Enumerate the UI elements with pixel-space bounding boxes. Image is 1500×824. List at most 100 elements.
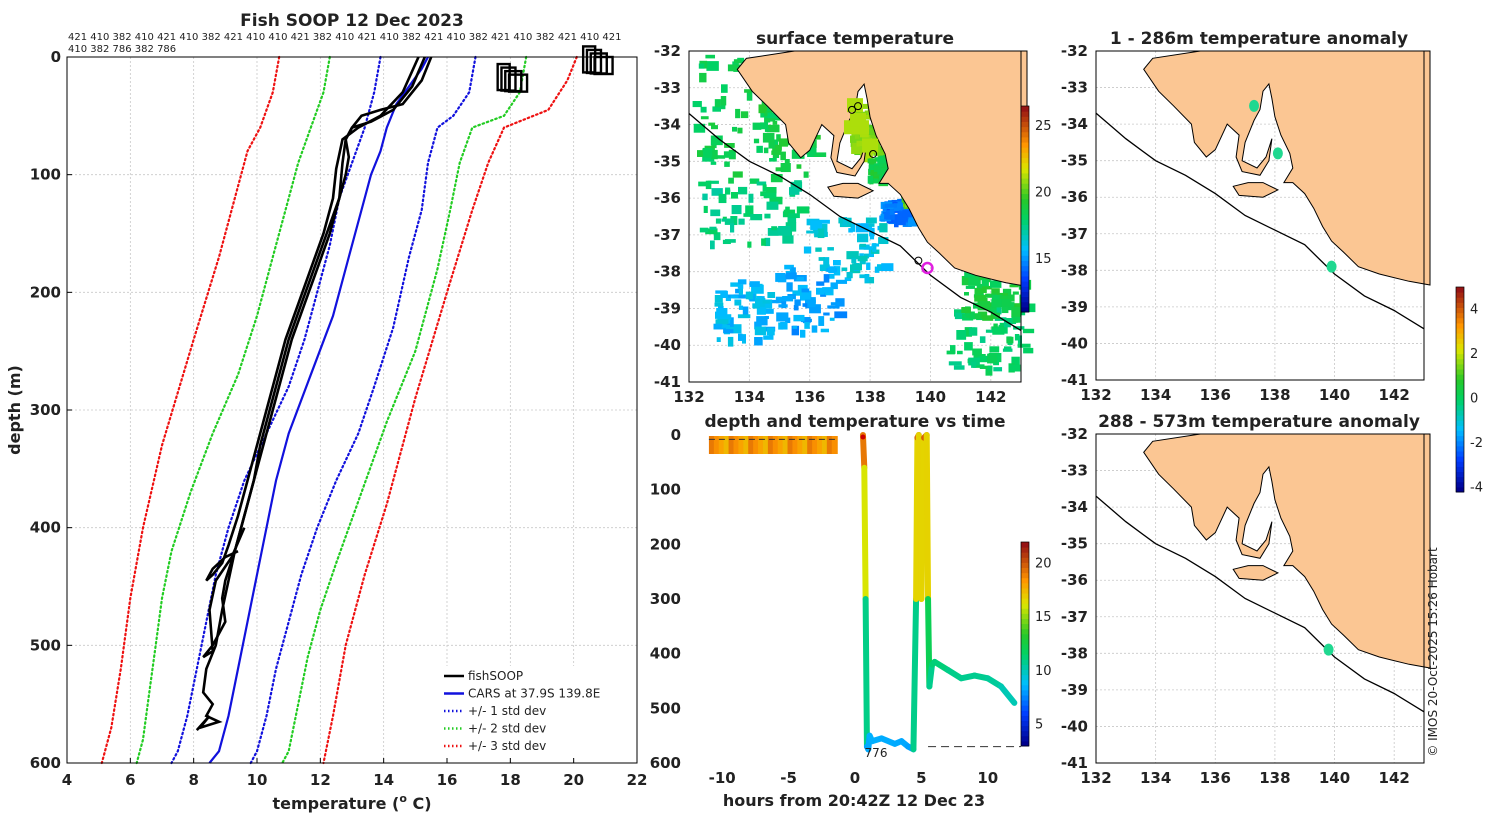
sst-cell (711, 188, 723, 196)
time-x-tick-label: 10 (977, 769, 998, 787)
colorbar-segment (1456, 369, 1464, 375)
sst-cell (810, 220, 823, 230)
sst-cell (721, 323, 727, 328)
time-y-tick-label: 600 (650, 754, 681, 772)
time-y-tick-label: 100 (650, 481, 681, 499)
time-colorbar: 5 10 15 20 (1020, 541, 1052, 747)
sst-cell (829, 317, 835, 321)
sst-cell (764, 108, 773, 117)
sst-cell (747, 241, 752, 248)
sst-cell (896, 201, 908, 211)
sst-cell (713, 232, 721, 241)
lat-tick-label: -32 (1061, 425, 1088, 443)
sst-cell (803, 246, 812, 254)
colorbar-outline (1455, 286, 1465, 493)
sst-cell (869, 234, 875, 240)
lat-tick-label: -40 (654, 336, 681, 354)
colorbar-segment (1021, 720, 1029, 727)
surface-cluster-segment (782, 436, 789, 454)
sst-cell (794, 180, 802, 187)
sst-cell (979, 298, 988, 302)
sst-cell (742, 306, 749, 315)
sst-cell (767, 292, 776, 298)
colorbar-outline (1020, 105, 1030, 313)
sst-cell (985, 367, 993, 376)
time-series (708, 432, 1021, 753)
sst-cell (730, 295, 739, 299)
colorbar-segment (1021, 644, 1029, 650)
sst-cell (902, 210, 912, 218)
colorbar-segment (1021, 547, 1029, 553)
colorbar-tick-label: 20 (1035, 556, 1052, 571)
colorbar-tick-label: -2 (1470, 436, 1483, 451)
colorbar-segment (1456, 389, 1464, 396)
sst-cell (806, 147, 817, 155)
surface-cluster-segment (762, 436, 769, 454)
colorbar-segment (1021, 167, 1029, 174)
colorbar-segment (1021, 608, 1029, 614)
sst-cell (715, 319, 729, 325)
sst-cell (817, 228, 825, 239)
colorbar-segment (1021, 234, 1029, 241)
surface-cluster-segment (718, 436, 725, 454)
sst-cell (806, 230, 819, 234)
anomaly-point (1326, 260, 1337, 273)
sst-cell (977, 301, 991, 311)
time-title: depth and temperature vs time (705, 412, 1006, 432)
colorbar-segment (1021, 111, 1029, 117)
sst-cell (785, 272, 797, 280)
sst-cell (974, 287, 982, 295)
lat-tick-label: -40 (1061, 717, 1088, 735)
sst-cell (818, 219, 830, 224)
time-x-tick-label: -5 (780, 769, 797, 787)
sst-cell (749, 178, 760, 184)
colorbar-segment (1021, 229, 1029, 236)
sst-cell (982, 315, 994, 321)
sst-cell (803, 171, 809, 178)
sst-cell (776, 134, 781, 142)
sst-cell (865, 217, 877, 224)
lat-tick-label: -32 (1061, 42, 1088, 60)
sst-cell (985, 305, 997, 310)
sst-cell (775, 296, 786, 304)
x-tick-label: 4 (62, 771, 72, 789)
time-y-tick-label: 300 (650, 590, 681, 608)
sst-cell (968, 276, 981, 286)
sst-cell (754, 326, 767, 336)
sst-cell (797, 284, 808, 292)
lon-tick-label: 140 (1319, 769, 1350, 787)
sst-cell (692, 101, 702, 108)
x-tick-label: 14 (373, 771, 394, 789)
sst-cell (809, 304, 821, 314)
sst-cell (1001, 306, 1009, 314)
sst-cell (990, 280, 1002, 288)
colorbar-segment (1456, 399, 1464, 406)
colorbar-segment (1456, 440, 1464, 447)
sst-cell (877, 167, 888, 175)
sst-cell (744, 89, 752, 93)
sst-ticks: 132 134 136 138 140 142 -32 -33 -34 -35 -36 -37 -38 -… (654, 42, 1007, 406)
colorbar-segment (1456, 358, 1464, 365)
sst-cell (823, 312, 830, 316)
sst-cell (762, 184, 767, 192)
lat-tick-label: -38 (654, 263, 681, 281)
colorbar-segment (1456, 317, 1464, 324)
sst-cell (874, 157, 879, 162)
sst-cell (760, 122, 769, 130)
sst-cell (957, 350, 963, 355)
colorbar-segment (1456, 420, 1464, 426)
sst-cell (756, 308, 766, 315)
colorbar-segment (1021, 735, 1029, 742)
colorbar-segment (1021, 557, 1029, 563)
lat-tick-label: -34 (1061, 115, 1088, 133)
sst-cell (769, 196, 783, 204)
sst-cell (801, 288, 810, 293)
sst-cell (823, 257, 830, 267)
sst-cell (969, 311, 975, 320)
colorbar-segment (1021, 126, 1029, 133)
sst-cell (720, 290, 728, 299)
sst-cell (758, 104, 766, 114)
anomaly-upper-ticks: 132 134 136 138 140 142 -32 -33 -34 -35 -36 -37 -38 -… (1061, 42, 1410, 404)
profile-legend: fishSOOP CARS at 37.9S 139.8E +/- 1 std de… (438, 666, 628, 758)
sst-cell (833, 260, 841, 266)
